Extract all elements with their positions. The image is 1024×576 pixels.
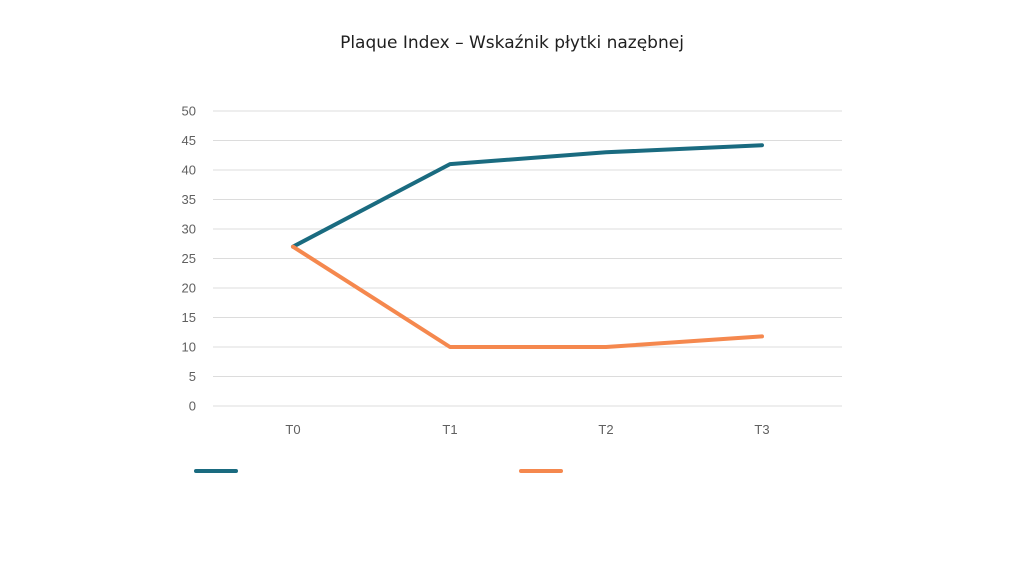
y-tick-label: 20 — [182, 281, 196, 296]
y-tick-label: 25 — [182, 251, 196, 266]
x-axis-ticks: T0 T1 T2 T3 — [285, 422, 769, 437]
chart-title: Plaque Index – Wskaźnik płytki nazębnej — [340, 33, 684, 53]
y-tick-label: 45 — [182, 133, 196, 148]
grid-lines — [213, 110, 842, 407]
y-tick-label: 0 — [189, 399, 196, 414]
y-tick-label: 5 — [189, 369, 196, 384]
y-tick-label: 10 — [182, 340, 196, 355]
x-tick-label: T1 — [442, 422, 457, 437]
x-tick-label: T2 — [598, 422, 613, 437]
y-tick-label: 15 — [182, 310, 196, 325]
series-line-1 — [291, 143, 764, 249]
y-tick-label: 35 — [182, 192, 196, 207]
y-tick-label: 30 — [182, 222, 196, 237]
series-lines — [291, 143, 764, 349]
series-line-2 — [291, 244, 764, 349]
x-tick-label: T3 — [754, 422, 769, 437]
y-tick-label: 40 — [182, 163, 196, 178]
y-tick-label: 50 — [182, 104, 196, 119]
y-axis-ticks: 0 5 10 15 20 25 30 35 40 45 50 — [182, 104, 196, 414]
x-tick-label: T0 — [285, 422, 300, 437]
